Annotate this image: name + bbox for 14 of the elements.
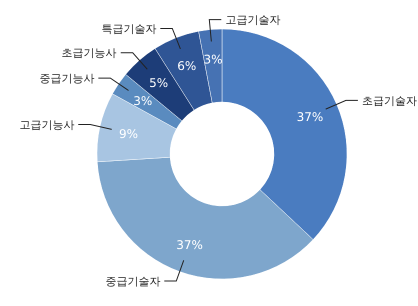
data-label: 37%: [176, 238, 203, 252]
slice-label: 중급기술자: [105, 275, 160, 288]
data-label: 5%: [149, 76, 168, 90]
slice-label: 초급기능사: [62, 46, 117, 60]
slice-label: 고급기술자: [225, 14, 280, 27]
slice-label: 초급기술자: [362, 94, 417, 108]
data-label: 37%: [296, 110, 324, 124]
slice-label: 고급기능사: [19, 118, 74, 132]
data-label: 3%: [133, 94, 152, 108]
data-label: 6%: [177, 58, 196, 73]
slice-label: 특급기술자: [101, 22, 156, 36]
slice-label: 중급기능사: [39, 72, 94, 86]
data-label: 9%: [118, 127, 138, 142]
data-label: 3%: [203, 52, 223, 67]
